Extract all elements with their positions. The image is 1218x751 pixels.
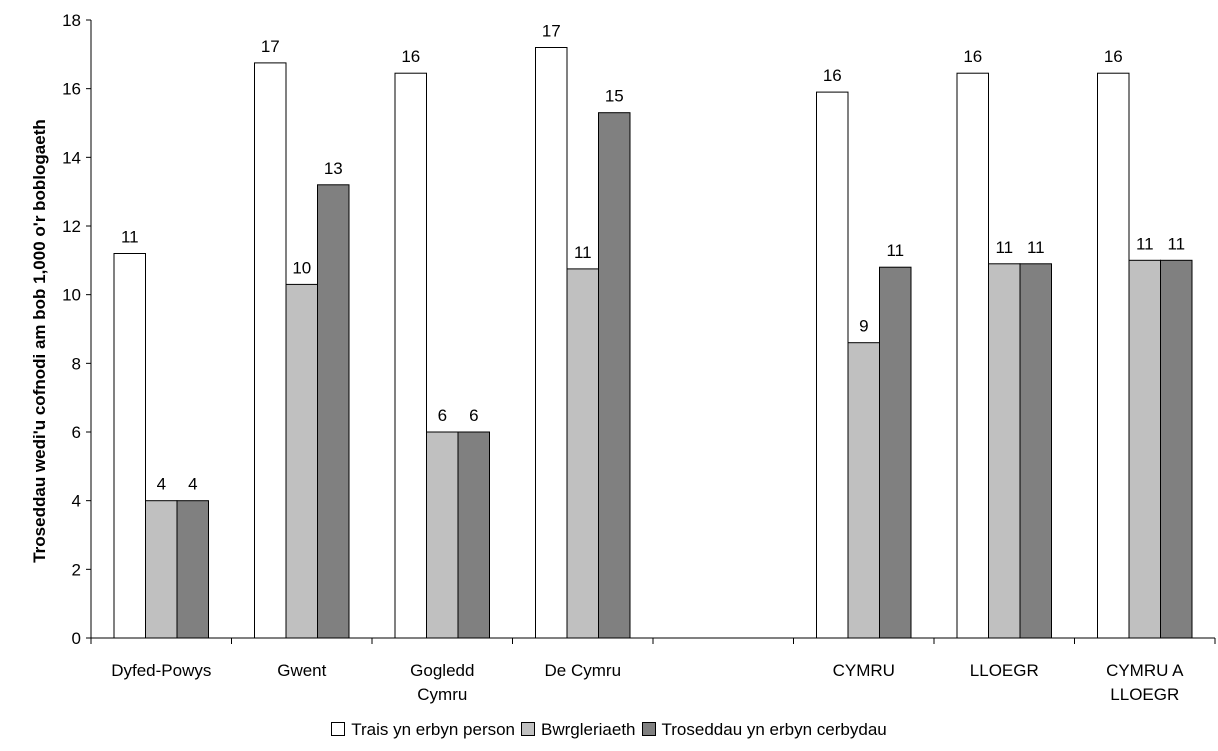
y-tick-label: 2 bbox=[72, 560, 81, 579]
data-label: 16 bbox=[963, 47, 982, 66]
data-label: 10 bbox=[292, 258, 311, 277]
x-tick-label: Gwent bbox=[277, 661, 326, 680]
bar bbox=[535, 47, 568, 639]
data-label: 11 bbox=[1027, 238, 1045, 257]
data-label: 4 bbox=[157, 475, 166, 494]
legend: Trais yn erbyn person Bwrgleriaeth Trosedd… bbox=[0, 720, 1218, 740]
data-label: 4 bbox=[188, 475, 197, 494]
bar bbox=[254, 62, 287, 639]
bar bbox=[598, 112, 631, 639]
legend-item: Trais yn erbyn person bbox=[331, 720, 515, 740]
legend-swatch bbox=[521, 722, 536, 736]
bar bbox=[1019, 263, 1052, 639]
legend-label: Troseddau yn erbyn cerbydau bbox=[661, 720, 887, 739]
x-tick-label: LLOEGR bbox=[970, 661, 1039, 680]
data-label: 15 bbox=[605, 87, 624, 106]
data-label: 9 bbox=[859, 317, 868, 336]
y-tick-label: 14 bbox=[62, 148, 81, 167]
data-label: 16 bbox=[1104, 47, 1123, 66]
data-label: 11 bbox=[995, 238, 1013, 257]
data-label: 6 bbox=[469, 406, 478, 425]
bar bbox=[176, 500, 209, 639]
x-tick-label: CYMRU bbox=[833, 661, 895, 680]
data-label: 11 bbox=[121, 228, 139, 247]
bar bbox=[956, 72, 989, 639]
y-tick-label: 0 bbox=[72, 629, 81, 648]
bar bbox=[145, 500, 178, 639]
bar bbox=[1128, 259, 1161, 639]
data-label: 11 bbox=[1136, 234, 1154, 253]
bar bbox=[988, 263, 1021, 639]
data-label: 16 bbox=[401, 47, 420, 66]
bar bbox=[426, 431, 459, 639]
y-tick-label: 6 bbox=[72, 423, 81, 442]
y-axis-title: Troseddau wedi'u cofnodi am bob 1,000 o'… bbox=[30, 119, 49, 563]
y-tick-label: 8 bbox=[72, 354, 81, 373]
bar bbox=[847, 342, 880, 639]
x-tick-label: Cymru bbox=[417, 685, 467, 704]
x-tick-label: CYMRU A bbox=[1106, 661, 1184, 680]
legend-label: Trais yn erbyn person bbox=[351, 720, 516, 739]
bar bbox=[113, 253, 146, 639]
bar bbox=[457, 431, 490, 639]
data-label: 11 bbox=[1167, 234, 1185, 253]
x-tick-label: De Cymru bbox=[545, 661, 622, 680]
bar bbox=[816, 91, 849, 639]
bar bbox=[879, 266, 912, 639]
x-tick-label: LLOEGR bbox=[1110, 685, 1179, 704]
data-label: 11 bbox=[574, 243, 592, 262]
bar bbox=[285, 283, 318, 639]
legend-swatch bbox=[331, 722, 346, 736]
data-label: 16 bbox=[823, 66, 842, 85]
bar bbox=[566, 268, 599, 639]
y-tick-label: 12 bbox=[62, 217, 81, 236]
y-tick-label: 10 bbox=[62, 286, 81, 305]
legend-swatch bbox=[641, 722, 656, 736]
data-label: 11 bbox=[886, 241, 904, 260]
x-tick-label: Gogledd bbox=[410, 661, 474, 680]
x-tick-label: Dyfed-Powys bbox=[111, 661, 211, 680]
data-label: 17 bbox=[261, 37, 280, 56]
y-tick-label: 16 bbox=[62, 80, 81, 99]
y-tick-label: 18 bbox=[62, 11, 81, 30]
bar bbox=[1097, 72, 1130, 639]
axes-layer: 0 2 4 6 8 10 12 14 16 18 Dyfed-Powys Gwent Gogledd Cy… bbox=[62, 11, 1216, 704]
bar bbox=[317, 184, 350, 639]
legend-item: Troseddau yn erbyn cerbydau bbox=[641, 720, 887, 740]
data-labels-layer: 11 17 16 17 16 16 16 4 10 6 11 9 11 11 4 13 6 15 11 11 11 bbox=[121, 22, 1185, 494]
legend-item: Bwrgleriaeth bbox=[521, 720, 636, 740]
bar bbox=[1160, 259, 1193, 639]
y-tick-label: 4 bbox=[72, 492, 81, 511]
data-label: 17 bbox=[542, 22, 561, 41]
data-label: 13 bbox=[324, 159, 343, 178]
bars-layer bbox=[113, 47, 1193, 639]
data-label: 6 bbox=[438, 406, 447, 425]
bar bbox=[394, 72, 427, 639]
legend-label: Bwrgleriaeth bbox=[541, 720, 636, 739]
